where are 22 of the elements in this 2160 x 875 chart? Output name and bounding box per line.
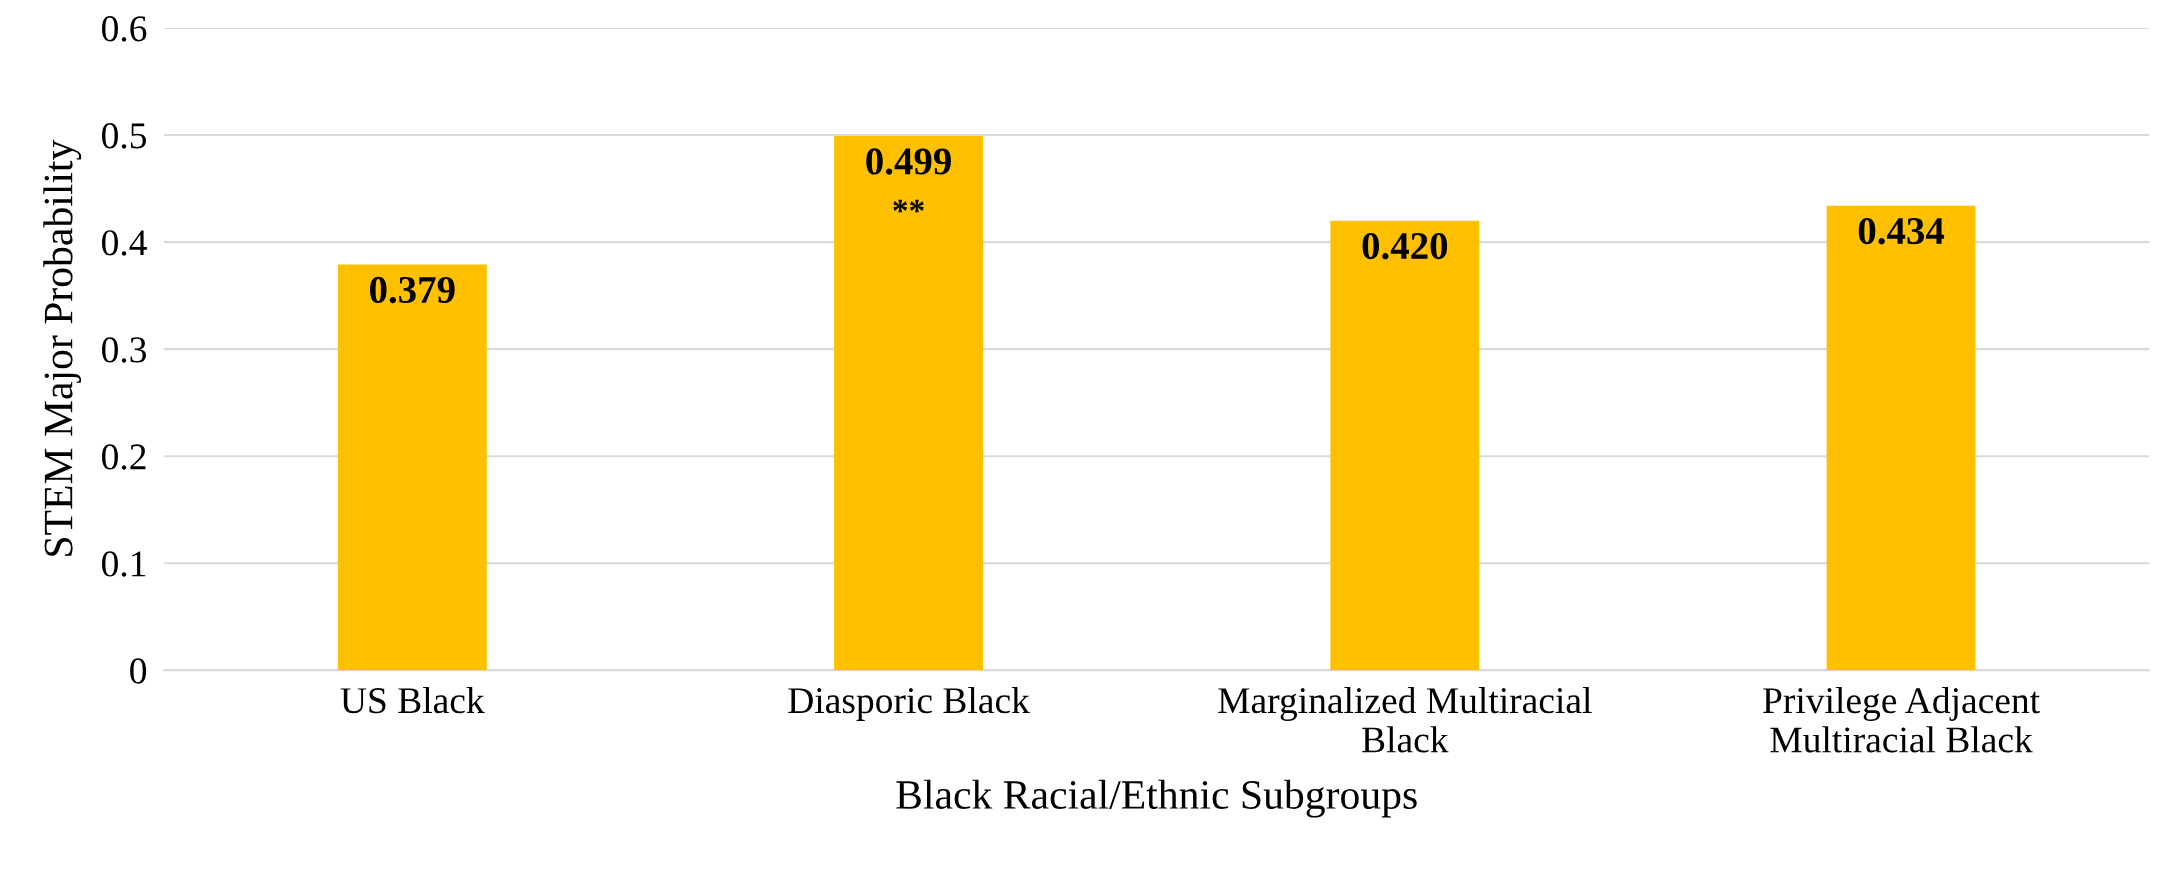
y-tick-label: 0.3: [102, 337, 147, 363]
y-axis-title: STEM Major Probability: [43, 139, 82, 556]
x-tick-label: Privilege Adjacent Multiracial Black: [1763, 686, 2040, 753]
data-label: 0.434: [1858, 217, 1945, 245]
x-tick-label: US Black: [340, 686, 485, 714]
annotation: **: [893, 199, 924, 213]
x-tick-label: Diasporic Black: [788, 686, 1030, 721]
y-tick-label: 0: [130, 658, 147, 684]
data-label: 0.499: [866, 148, 951, 175]
y-tick-label: 0.1: [102, 551, 146, 577]
y-tick-label: 0.6: [102, 16, 147, 42]
x-tick-label: Marginalized Multiracial Black: [1218, 686, 1592, 753]
x-axis-title: Black Racial/Ethnic Subgroups: [896, 779, 1417, 818]
y-tick-label: 0.4: [102, 230, 147, 256]
data-label: 0.420: [1362, 232, 1448, 260]
bar: [834, 136, 983, 671]
data-label: 0.379: [370, 276, 455, 304]
bar: [1330, 220, 1480, 671]
bar: [337, 264, 487, 671]
y-tick-label: 0.5: [102, 123, 147, 149]
bar: [1826, 205, 1976, 671]
y-tick-label: 0.2: [102, 444, 146, 470]
